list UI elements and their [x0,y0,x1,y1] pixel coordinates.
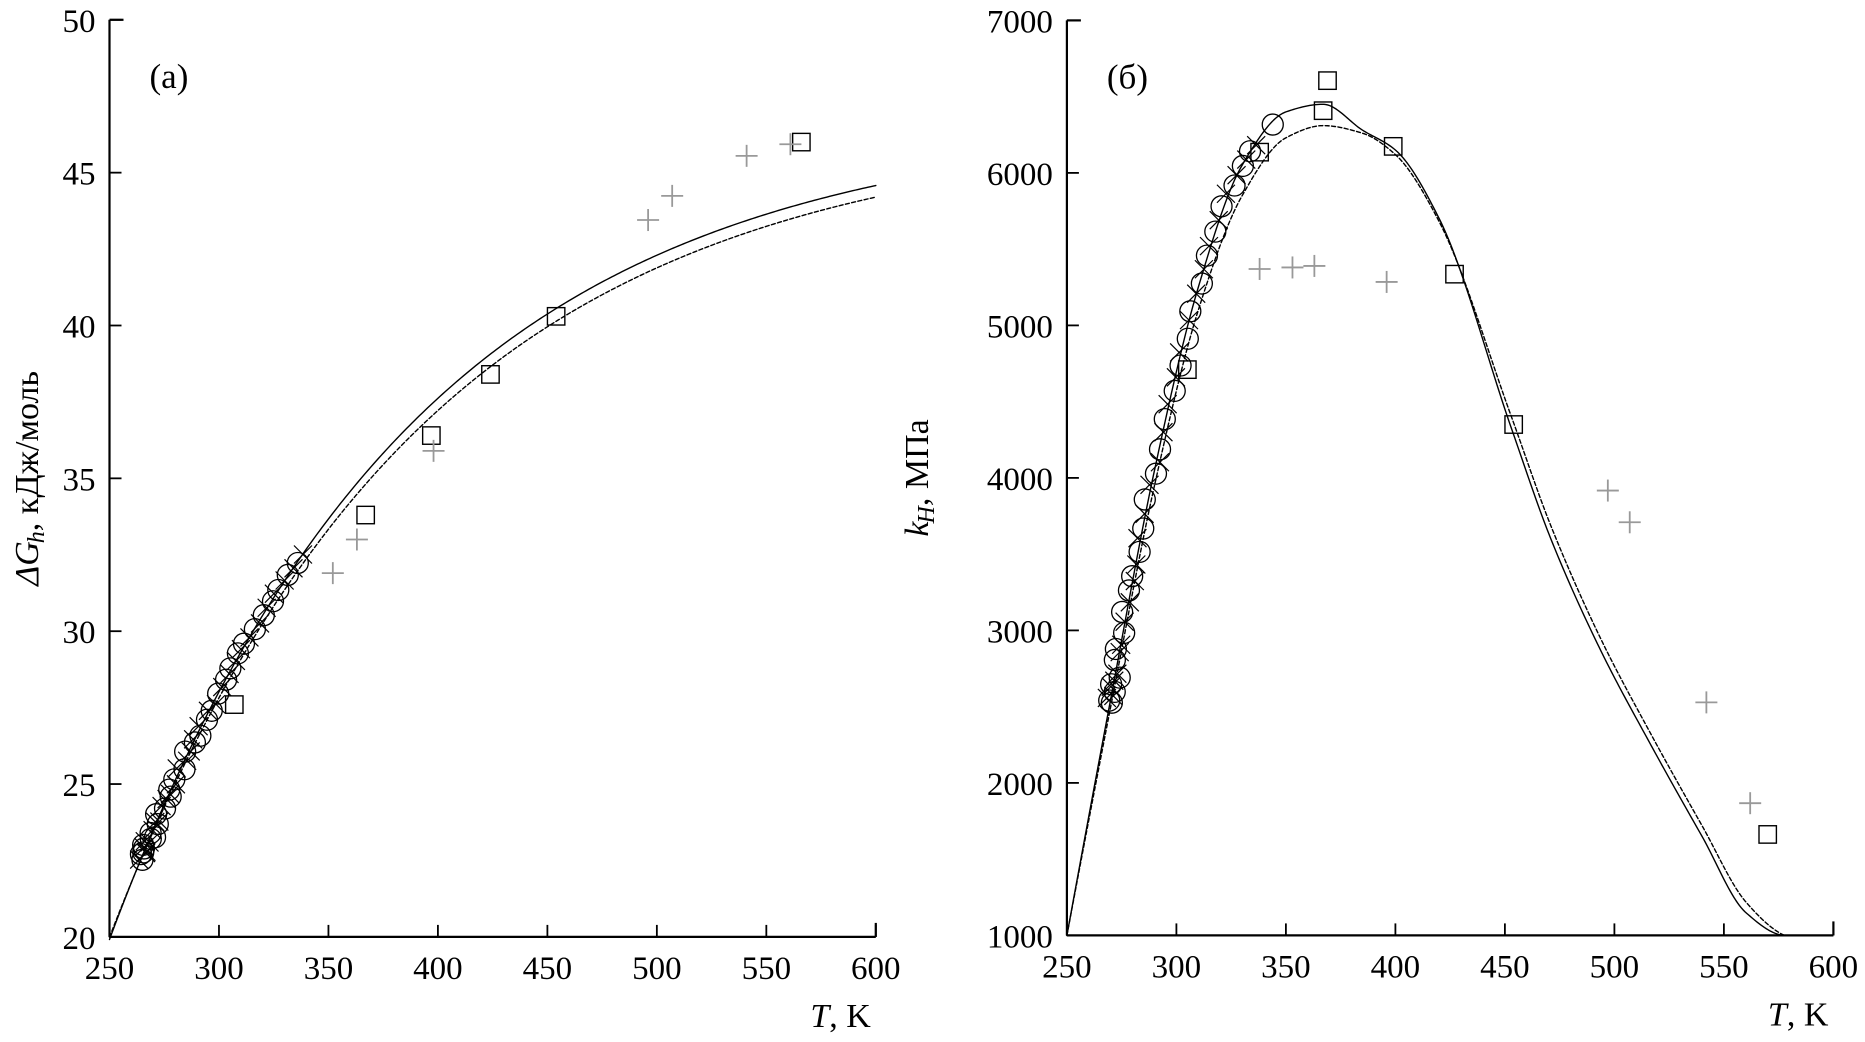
svg-text:50: 50 [63,4,96,40]
svg-text:T, K: T, K [1768,996,1829,1033]
svg-text:3000: 3000 [987,614,1053,650]
svg-text:500: 500 [632,951,682,987]
svg-text:1000: 1000 [987,919,1053,955]
svg-text:400: 400 [413,951,463,987]
svg-text:35: 35 [63,462,96,498]
svg-text:(a): (a) [150,57,189,96]
svg-text:T, K: T, K [810,998,871,1035]
svg-text:350: 350 [1261,949,1311,985]
svg-text:40: 40 [63,310,96,346]
svg-text:400: 400 [1371,949,1421,985]
svg-text:450: 450 [1480,949,1530,985]
svg-text:5000: 5000 [987,309,1053,345]
svg-text:2000: 2000 [987,767,1053,803]
svg-text:4000: 4000 [987,462,1053,498]
svg-text:25: 25 [63,768,96,804]
svg-text:300: 300 [194,951,244,987]
svg-text:600: 600 [851,951,901,987]
svg-text:550: 550 [742,951,792,987]
svg-text:300: 300 [1152,949,1202,985]
svg-text:350: 350 [304,951,354,987]
svg-text:600: 600 [1809,949,1859,985]
svg-text:20: 20 [63,921,96,957]
svg-text:550: 550 [1699,949,1749,985]
svg-text:500: 500 [1590,949,1640,985]
svg-text:30: 30 [63,615,96,651]
svg-text:ΔGh, кДж/моль: ΔGh, кДж/моль [9,371,50,588]
svg-text:45: 45 [63,157,96,193]
svg-text:7000: 7000 [987,4,1053,40]
svg-text:(б): (б) [1107,57,1148,96]
svg-text:450: 450 [523,951,573,987]
svg-text:6000: 6000 [987,157,1053,193]
